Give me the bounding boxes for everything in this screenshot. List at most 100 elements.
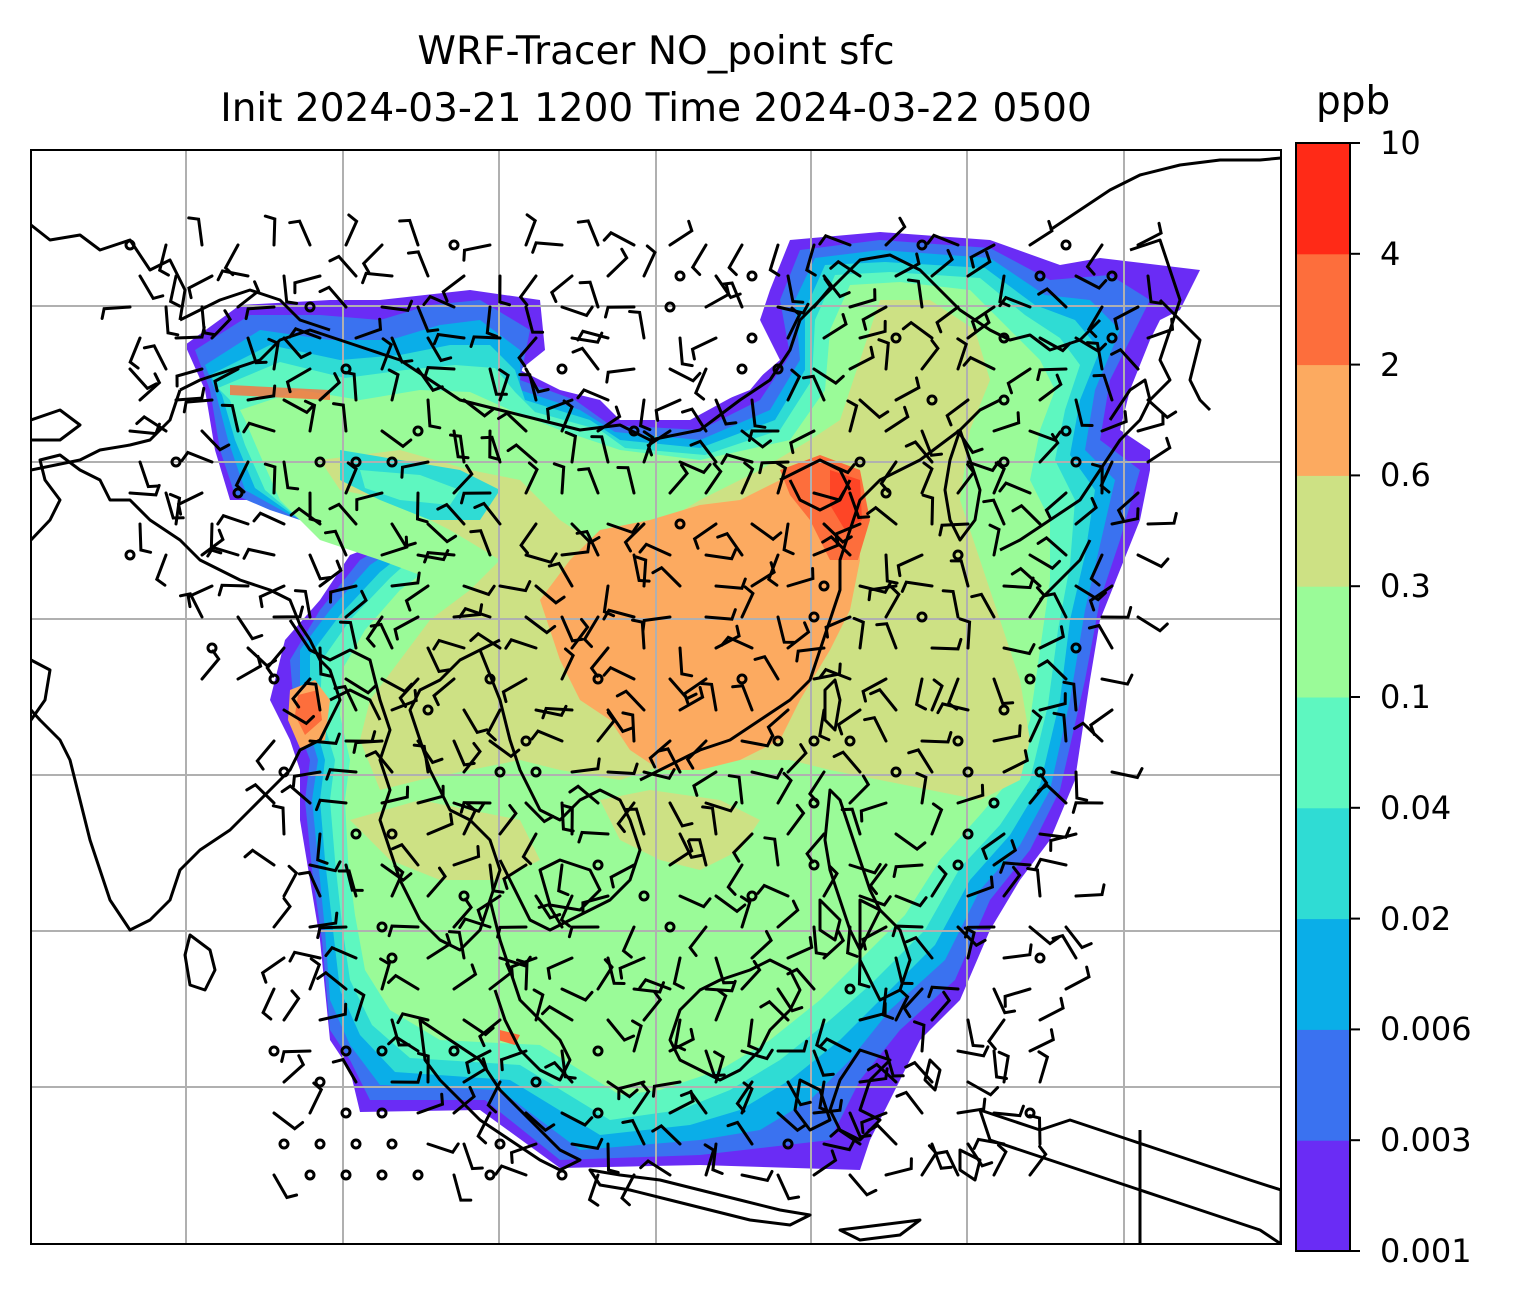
wind-barb: [549, 274, 574, 303]
wind-barb: [901, 320, 934, 340]
calm-wind-circle: [494, 766, 506, 778]
wind-barb: [776, 899, 800, 929]
wind-barb: [884, 216, 907, 247]
calm-wind-circle: [268, 673, 280, 685]
calm-wind-circle: [530, 1076, 542, 1088]
wind-barb: [244, 305, 276, 321]
wind-barb: [353, 988, 366, 1022]
colorbar-tick-label: 0.02: [1380, 899, 1452, 938]
wind-barb: [344, 677, 377, 695]
wind-barb: [678, 336, 694, 368]
wind-barb: [128, 367, 158, 391]
wind-barb: [426, 646, 451, 674]
calm-wind-circle: [674, 518, 686, 530]
wind-barb: [776, 1039, 809, 1053]
wind-barb: [590, 435, 610, 464]
wind-barb: [1116, 491, 1140, 521]
wind-barb: [998, 295, 1032, 309]
wind-barb: [966, 1018, 985, 1048]
colorbar-segment: [1296, 697, 1350, 809]
wind-barb: [904, 440, 934, 464]
wind-barb: [176, 491, 204, 516]
wind-barb: [668, 801, 694, 828]
wind-barb: [1034, 857, 1068, 870]
calm-wind-circle: [736, 363, 748, 375]
wind-barb: [606, 1142, 620, 1174]
wind-barb: [681, 407, 708, 433]
wind-barb: [1146, 398, 1178, 420]
wind-barb: [462, 802, 478, 836]
calm-wind-circle: [412, 1169, 424, 1181]
wind-barb: [518, 373, 538, 402]
wind-barb: [587, 1173, 600, 1207]
wind-barb: [499, 1049, 528, 1072]
wind-barb: [1100, 606, 1133, 619]
wind-barb: [1074, 274, 1108, 290]
wind-barb: [498, 368, 510, 402]
wind-barb: [949, 559, 970, 588]
wind-barb: [642, 430, 655, 464]
wind-barb: [339, 620, 358, 650]
calm-wind-circle: [772, 363, 784, 375]
colorbar-tick-label: 0.006: [1380, 1010, 1472, 1049]
wind-barb: [379, 957, 391, 991]
wind-barb: [982, 498, 1006, 526]
wind-barb: [606, 762, 639, 776]
wind-barb: [1136, 412, 1165, 433]
wind-barb: [642, 244, 657, 278]
wind-barb: [426, 812, 454, 836]
wind-barb: [285, 367, 312, 394]
wind-barb: [432, 677, 456, 707]
wind-barb: [577, 830, 610, 844]
wind-barb: [956, 429, 984, 455]
wind-barb: [288, 219, 312, 247]
wind-barb: [894, 832, 927, 851]
wind-barb: [704, 283, 731, 309]
colorbar-segment: [1296, 475, 1350, 587]
calm-wind-circle: [494, 1138, 506, 1150]
wind-barb: [679, 1090, 708, 1115]
wind-barb: [469, 529, 492, 557]
wind-barb: [387, 368, 400, 402]
wind-barb: [668, 367, 702, 383]
calm-wind-circle: [638, 890, 650, 902]
wind-barb: [846, 925, 859, 958]
wind-barb: [1074, 398, 1094, 427]
wind-barb: [138, 372, 162, 402]
calm-wind-circle: [664, 301, 676, 313]
wind-barb: [704, 462, 723, 495]
wind-barb: [731, 832, 754, 863]
wind-barb: [1092, 373, 1114, 402]
calm-wind-circle: [1034, 270, 1046, 282]
colorbar-tick-label: 10: [1380, 124, 1421, 162]
wind-barb: [380, 863, 413, 882]
wind-barb: [930, 990, 952, 1022]
calm-wind-circle: [304, 1169, 316, 1181]
calm-wind-circle: [376, 921, 388, 933]
wind-barb: [812, 277, 833, 309]
wind-barb: [704, 801, 738, 813]
wind-barb: [727, 243, 744, 277]
calm-wind-circle: [988, 797, 1000, 809]
wind-barb: [174, 386, 206, 402]
wind-barb: [750, 930, 773, 960]
wind-barb: [1037, 287, 1068, 309]
wind-barb: [559, 894, 574, 928]
wind-barb: [782, 522, 795, 556]
wind-barb: [920, 1144, 938, 1177]
wind-barb: [393, 615, 420, 641]
wind-barb: [1002, 576, 1035, 590]
wind-barb: [581, 894, 610, 915]
wind-barb: [521, 832, 538, 866]
calm-wind-circle: [782, 1138, 794, 1150]
wind-barb: [452, 1173, 473, 1202]
wind-barb: [318, 1002, 348, 1022]
wind-barb: [726, 863, 744, 896]
wind-barb: [1088, 584, 1114, 612]
wind-barb: [128, 336, 142, 370]
wind-barb: [187, 274, 214, 300]
wind-barb: [848, 1173, 878, 1197]
wind-barb: [956, 925, 987, 948]
colorbar-segment: [1296, 143, 1350, 255]
wind-barb: [354, 317, 383, 340]
